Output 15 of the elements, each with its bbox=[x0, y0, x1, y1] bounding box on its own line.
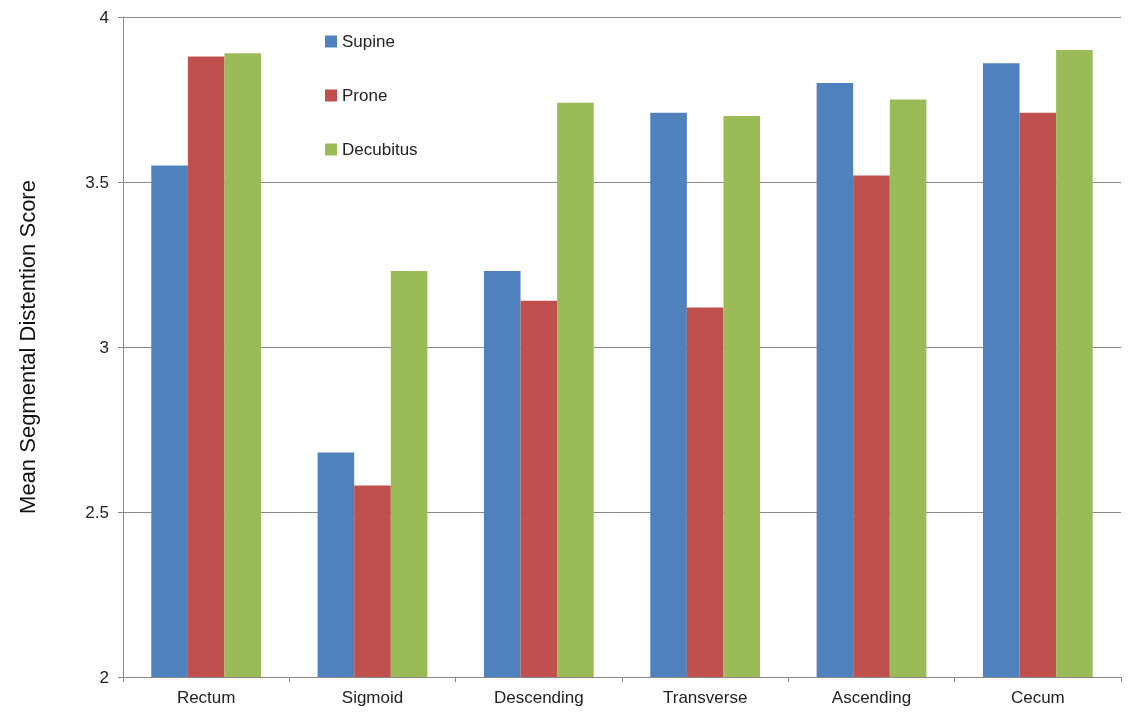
x-tick-label: Transverse bbox=[662, 688, 748, 707]
y-tick-label: 2.5 bbox=[85, 502, 109, 522]
legend-label: Prone bbox=[342, 86, 388, 105]
y-tick-label: 3.5 bbox=[85, 172, 109, 192]
y-tick-label: 2 bbox=[99, 667, 109, 687]
y-tick-label: 3 bbox=[99, 337, 109, 357]
x-tick-label: Rectum bbox=[176, 688, 236, 707]
y-tick-label: 4 bbox=[99, 7, 109, 27]
legend-label: Decubitus bbox=[342, 140, 418, 159]
x-tick-label: Ascending bbox=[831, 688, 912, 707]
legend-label: Supine bbox=[342, 32, 395, 51]
x-tick-label: Cecum bbox=[1010, 688, 1065, 707]
x-tick-label: Descending bbox=[493, 688, 584, 707]
y-axis-title: Mean Segmental Distention Score bbox=[14, 180, 40, 514]
x-tick-label: Sigmoid bbox=[341, 688, 404, 707]
